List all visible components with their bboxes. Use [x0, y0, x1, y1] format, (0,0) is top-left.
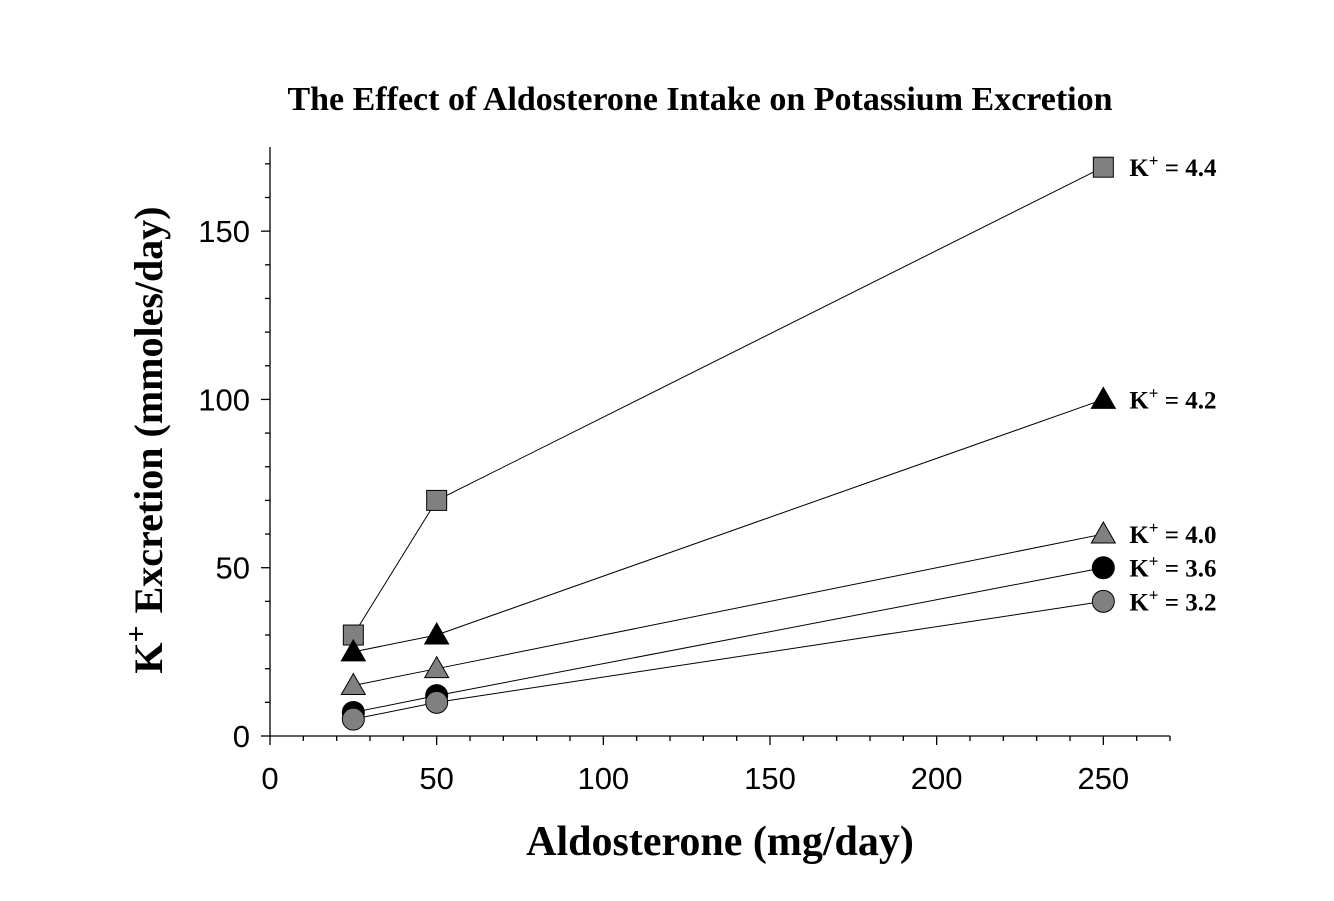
data-point-circle	[341, 707, 365, 731]
x-tick-label: 0	[261, 761, 278, 796]
axes	[269, 147, 1170, 737]
series-line	[353, 600, 1104, 720]
y-axis-label-k: K	[126, 642, 171, 673]
y-axis-label-rest: Excretion (mmoles/day)	[126, 206, 171, 613]
series-label: K+ = 4.2	[1129, 383, 1216, 414]
series-label: K+ = 3.2	[1129, 585, 1216, 616]
y-tick-label: 100	[198, 382, 250, 417]
x-tick-label: 150	[744, 761, 796, 796]
series-label-k: K	[1129, 522, 1149, 549]
data-point-circle	[1091, 556, 1115, 580]
series-label-value: = 3.6	[1158, 556, 1216, 583]
x-tick-label: 100	[577, 761, 629, 796]
x-tick-label: 200	[911, 761, 963, 796]
data-point-triangle	[1090, 386, 1117, 409]
series-label-k: K	[1129, 556, 1149, 583]
series-label: K+ = 4.4	[1129, 151, 1217, 182]
data-point-triangle	[340, 672, 367, 696]
y-tick-label: 0	[233, 719, 250, 754]
series-36: K+ = 3.6	[341, 552, 1216, 724]
data-point-circle	[1091, 589, 1115, 613]
data-point-circle	[425, 690, 449, 714]
y-axis-label-superscript: +	[120, 625, 153, 642]
series-label-k: K	[1129, 155, 1149, 182]
axis-tick-labels: 0 50 100 150 200 250 0 50 100 150	[198, 214, 1129, 796]
series-label-value: = 4.2	[1158, 387, 1216, 414]
series-label-value: = 4.4	[1158, 155, 1216, 182]
x-axis-label: Aldosterone (mg/day)	[526, 819, 914, 865]
y-axis-label-group: K+ Excretion (mmoles/day)	[120, 206, 171, 673]
series-line	[353, 533, 1104, 687]
x-tick-label: 250	[1077, 761, 1129, 796]
data-point-triangle	[1090, 521, 1117, 544]
data-point-square	[426, 489, 448, 511]
series-label: K+ = 3.6	[1129, 552, 1216, 583]
chart-title: The Effect of Aldosterone Intake on Pota…	[287, 81, 1112, 118]
series-label-superscript: +	[1149, 383, 1159, 402]
series-label-superscript: +	[1149, 151, 1159, 170]
series-label-superscript: +	[1149, 552, 1159, 571]
series-line	[353, 398, 1104, 653]
y-axis-label: K+ Excretion (mmoles/day)	[120, 206, 171, 673]
series-label-superscript: +	[1149, 518, 1159, 537]
series-label-value: = 4.0	[1158, 522, 1216, 549]
series-line	[353, 567, 1104, 713]
data-point-triangle	[340, 638, 367, 662]
series-40: K+ = 4.0	[340, 518, 1216, 696]
series-label-superscript: +	[1149, 585, 1159, 604]
series-label-k: K	[1129, 589, 1149, 616]
series-label-k: K	[1129, 387, 1149, 414]
series-32: K+ = 3.2	[341, 585, 1216, 731]
series-label-value: = 3.2	[1158, 589, 1216, 616]
series-42: K+ = 4.2	[340, 383, 1216, 662]
data-point-square	[1092, 156, 1114, 178]
axis-ticks	[261, 163, 1171, 745]
y-tick-label: 150	[198, 214, 250, 249]
data-point-triangle	[423, 655, 450, 679]
data-point-triangle	[423, 622, 450, 645]
series-line	[352, 166, 1104, 636]
series-44: K+ = 4.4	[342, 151, 1217, 646]
series-layer: K+ = 4.4K+ = 4.2K+ = 4.0K+ = 3.6K+ = 3.2	[340, 151, 1217, 731]
series-label: K+ = 4.0	[1129, 518, 1216, 549]
x-tick-label: 50	[419, 761, 453, 796]
y-tick-label: 50	[216, 551, 250, 586]
